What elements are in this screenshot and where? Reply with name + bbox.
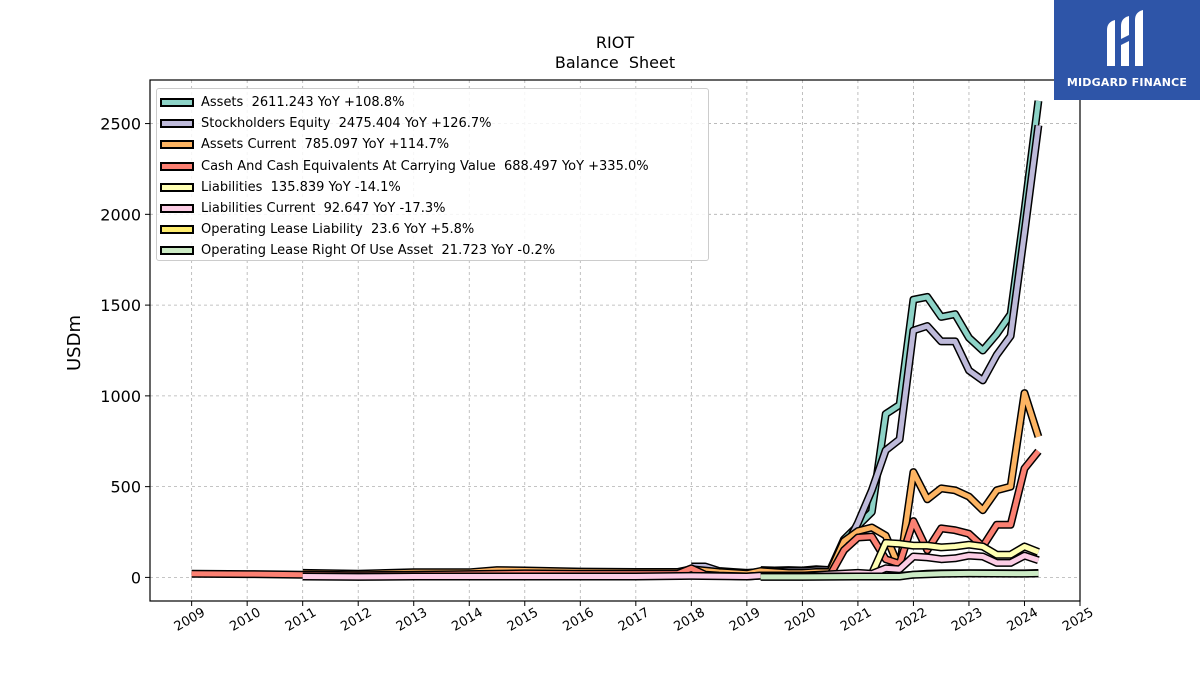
legend-label: Cash And Cash Equivalents At Carrying Va… — [201, 158, 649, 174]
legend-swatch — [160, 140, 194, 150]
legend-item: Assets 2611.243 YoY +108.8% — [157, 92, 708, 113]
logo-mark-icon — [1107, 10, 1143, 66]
y-axis-label: USDm — [64, 315, 85, 371]
legend: Assets 2611.243 YoY +108.8% Stockholders … — [156, 88, 709, 261]
x-tick-label: 2015 — [505, 605, 541, 635]
legend-item: Cash And Cash Equivalents At Carrying Va… — [157, 156, 708, 177]
y-tick-label: 500 — [110, 478, 141, 497]
chart-subtitle: Balance Sheet — [555, 53, 675, 72]
series-line-operating-lease-right-of-use-asset — [760, 570, 1039, 580]
chart-title: RIOT — [596, 33, 634, 52]
legend-item: Liabilities 135.839 YoY -14.1% — [157, 177, 708, 198]
x-tick-label: 2025 — [1060, 605, 1096, 635]
x-tick-label: 2022 — [894, 605, 930, 635]
x-tick-label: 2021 — [838, 605, 874, 635]
plot-frame — [149, 79, 1081, 602]
x-tick-label: 2011 — [283, 605, 319, 635]
y-tick-label: 2000 — [100, 205, 141, 224]
x-tick-label: 2019 — [727, 605, 763, 635]
legend-label: Operating Lease Liability 23.6 YoY +5.8% — [201, 222, 475, 238]
x-tick-label: 2020 — [783, 605, 819, 635]
legend-swatch — [160, 161, 194, 171]
x-tick-label: 2010 — [227, 605, 263, 635]
series-line-liabilities — [869, 540, 1040, 575]
legend-label: Liabilities Current 92.647 YoY -17.3% — [201, 201, 446, 217]
logo: MIDGARD FINANCE — [1054, 0, 1200, 100]
x-tick-label: 2012 — [338, 605, 374, 635]
legend-swatch — [160, 246, 194, 256]
legend-item: Operating Lease Right Of Use Asset 21.72… — [157, 240, 708, 261]
x-tick-label: 2017 — [616, 605, 652, 635]
legend-item: Liabilities Current 92.647 YoY -17.3% — [157, 198, 708, 219]
legend-item: Assets Current 785.097 YoY +114.7% — [157, 134, 708, 155]
legend-swatch — [160, 182, 194, 192]
legend-swatch — [160, 119, 194, 129]
x-tick-label: 2013 — [394, 605, 430, 635]
x-tick-label: 2016 — [560, 605, 596, 635]
y-tick-label: 2500 — [100, 115, 141, 134]
x-tick-label: 2018 — [672, 605, 708, 635]
y-tick-label: 0 — [131, 568, 141, 587]
x-tick-label: 2009 — [172, 605, 208, 635]
y-tick-label: 1000 — [100, 387, 141, 406]
logo-text: MIDGARD FINANCE — [1066, 76, 1188, 89]
y-tick-label: 1500 — [100, 296, 141, 315]
legend-swatch — [160, 204, 194, 214]
legend-label: Stockholders Equity 2475.404 YoY +126.7% — [201, 116, 492, 132]
legend-label: Operating Lease Right Of Use Asset 21.72… — [201, 243, 556, 259]
legend-swatch — [160, 98, 194, 108]
legend-item: Operating Lease Liability 23.6 YoY +5.8% — [157, 219, 708, 240]
x-tick-label: 2024 — [1005, 605, 1041, 635]
legend-swatch — [160, 225, 194, 235]
legend-item: Stockholders Equity 2475.404 YoY +126.7% — [157, 113, 708, 134]
legend-label: Liabilities 135.839 YoY -14.1% — [201, 179, 401, 195]
x-tick-label: 2014 — [449, 605, 485, 635]
legend-label: Assets Current 785.097 YoY +114.7% — [201, 137, 450, 153]
x-tick-label: 2023 — [949, 605, 985, 635]
legend-label: Assets 2611.243 YoY +108.8% — [201, 95, 405, 111]
